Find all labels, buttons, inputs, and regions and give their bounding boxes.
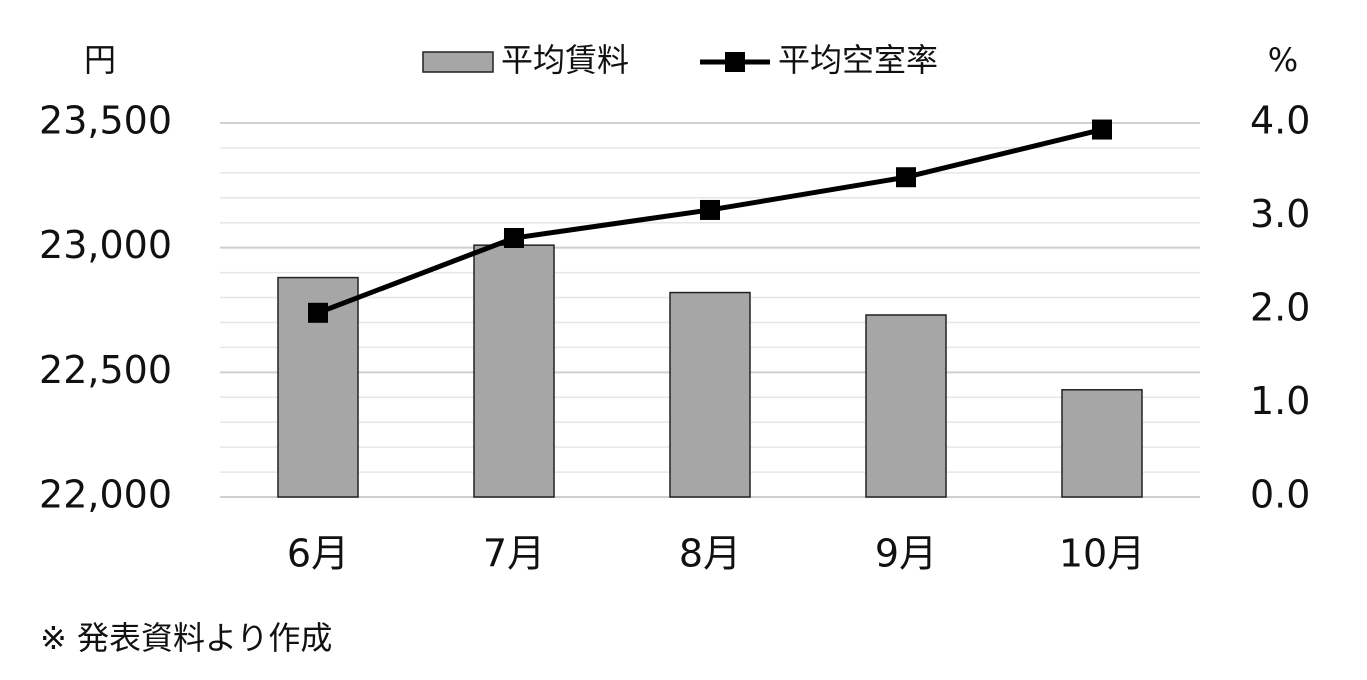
- line-marker: [504, 228, 524, 249]
- line-marker: [308, 302, 328, 323]
- y2-tick-label: 2.0: [1250, 286, 1310, 330]
- bar: [277, 276, 359, 498]
- source-note: ※ 発表資料より作成: [40, 619, 332, 657]
- x-tick-label: 9月: [875, 532, 937, 576]
- bar: [865, 314, 947, 498]
- y2-tick-label: 3.0: [1250, 192, 1310, 236]
- legend-swatch: [422, 51, 494, 73]
- line-marker: [1092, 119, 1112, 140]
- bar: [1061, 389, 1143, 498]
- line-marker: [896, 167, 916, 188]
- y2-axis-label: %: [1268, 41, 1298, 79]
- y2-tick-label: 4.0: [1250, 99, 1310, 143]
- legend-marker: [725, 52, 745, 72]
- x-tick-label: 8月: [679, 532, 741, 576]
- x-tick-label: 7月: [483, 532, 545, 576]
- y-axis-label: 円: [84, 41, 116, 79]
- bar: [473, 244, 555, 498]
- y-tick-label: 23,000: [39, 223, 172, 267]
- y-tick-label: 22,000: [39, 473, 172, 517]
- line-marker: [700, 199, 720, 220]
- y-tick-label: 22,500: [39, 348, 172, 392]
- y2-tick-label: 1.0: [1250, 379, 1310, 423]
- bar: [669, 291, 751, 498]
- legend-label: 平均賃料: [501, 41, 629, 79]
- legend-label: 平均空室率: [778, 41, 938, 79]
- x-tick-label: 6月: [287, 532, 349, 576]
- y-tick-label: 23,500: [39, 99, 172, 143]
- x-tick-label: 10月: [1059, 532, 1145, 576]
- y2-tick-label: 0.0: [1250, 473, 1310, 517]
- line: [317, 127, 1103, 316]
